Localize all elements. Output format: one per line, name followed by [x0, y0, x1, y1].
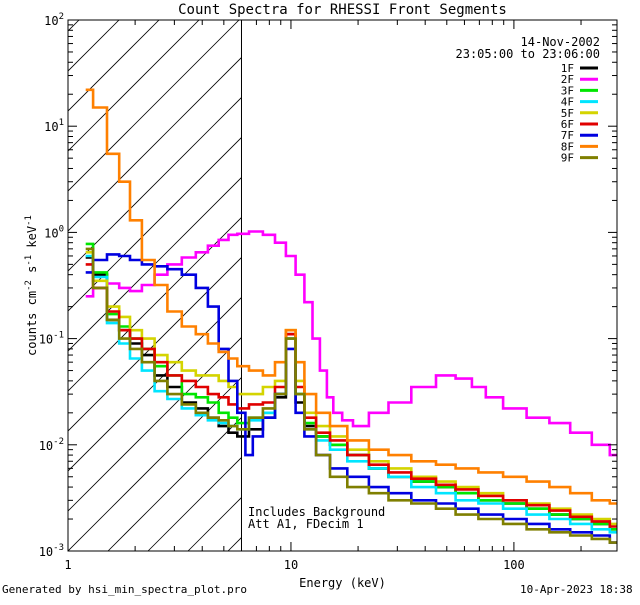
y-tick-label: 10-1 [39, 331, 64, 347]
annotation-1: Att A1, FDecim 1 [248, 517, 364, 531]
hatch-line [68, 376, 242, 551]
hatch-line [68, 296, 242, 472]
series-line-6f [85, 263, 617, 528]
series-line-7f [85, 253, 617, 544]
hatch-line [68, 20, 240, 192]
legend-label-4f: 4F [561, 96, 574, 109]
legend-label-3f: 3F [561, 84, 574, 97]
chart-title: Count Spectra for RHESSI Front Segments [178, 2, 507, 18]
plot-frame [67, 19, 618, 552]
hatch-line [388, 0, 640, 551]
series-line-1f [85, 256, 617, 531]
observation-date: 14-Nov-2002 [521, 35, 600, 49]
series-line-8f [85, 88, 617, 505]
legend-label-5f: 5F [561, 107, 574, 120]
x-axis-label: Energy (keV) [299, 576, 386, 590]
series-line-4f [85, 254, 617, 534]
legend-label-7f: 7F [561, 129, 574, 142]
hatch-line [68, 336, 242, 512]
y-axis-label: counts cm-2 s-1 keV-1 [24, 215, 39, 356]
series-line-2f [85, 230, 617, 457]
legend-label-1f: 1F [561, 62, 574, 75]
hatch-line [68, 216, 242, 392]
hatch-line [268, 0, 640, 551]
generated-by-label: Generated by hsi_min_spectra_plot.pro [2, 583, 248, 596]
x-tick-label: 100 [503, 558, 525, 572]
observation-time-range: 23:05:00 to 23:06:00 [456, 47, 601, 61]
legend-label-8f: 8F [561, 140, 574, 153]
hatch-line [107, 416, 242, 551]
hatch-line [68, 136, 242, 312]
y-tick-label: 10-2 [39, 437, 64, 453]
generation-timestamp: 10-Apr-2023 18:38 [520, 583, 633, 596]
y-tick-label: 102 [44, 12, 64, 28]
legend-label-6f: 6F [561, 118, 574, 131]
y-tick-label: 10-3 [39, 543, 64, 559]
x-tick-label: 1 [64, 558, 71, 572]
hatch-line [227, 536, 242, 551]
hatch-line [68, 20, 160, 112]
annotation-0: Includes Background [248, 505, 385, 519]
y-tick-label: 101 [44, 118, 64, 134]
hatch-line [68, 176, 242, 352]
legend-label-2f: 2F [561, 73, 574, 86]
hatch-line [68, 20, 120, 72]
hatch-line [68, 20, 200, 152]
legend-label-9f: 9F [561, 152, 574, 165]
series-group [85, 88, 617, 544]
series-line-9f [85, 247, 617, 544]
x-tick-label: 10 [284, 558, 298, 572]
y-tick-label: 100 [44, 224, 64, 240]
hatch-line [68, 20, 80, 32]
